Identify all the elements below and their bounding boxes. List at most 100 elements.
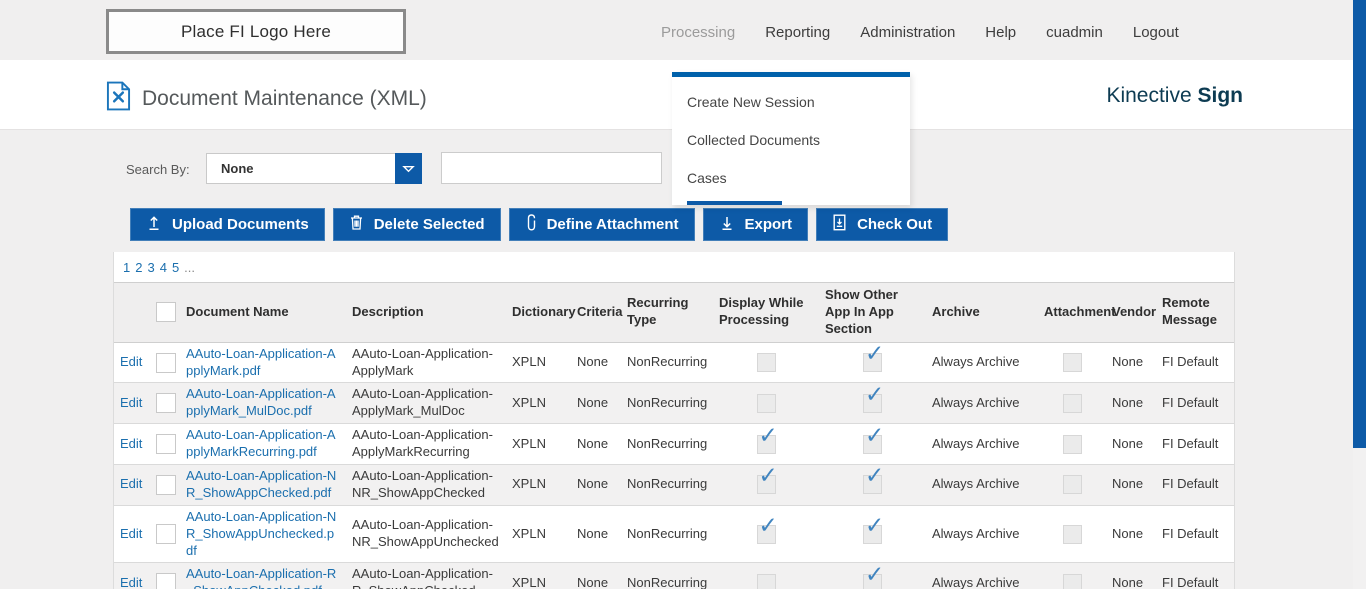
- dictionary-cell: XPLN: [512, 476, 546, 492]
- export-button[interactable]: Export: [702, 208, 809, 241]
- checkout-icon: [832, 214, 847, 235]
- display-while-processing-checkbox[interactable]: [756, 573, 776, 589]
- document-name-link[interactable]: AAuto-Loan-Application-NR_ShowAppUncheck…: [186, 508, 337, 558]
- fi-logo-placeholder: Place FI Logo Here: [106, 9, 406, 54]
- page-link-5[interactable]: 5: [171, 260, 180, 275]
- upload-documents-button[interactable]: Upload Documents: [130, 208, 325, 241]
- table-row: Edit AAuto-Loan-Application-R_ShowAppChec…: [114, 562, 1234, 589]
- column-header-criteria: Criteria: [571, 282, 623, 343]
- display-while-processing-checkbox[interactable]: [756, 353, 776, 373]
- show-other-app-checkbox-checked[interactable]: ✓: [863, 382, 884, 413]
- processing-dropdown-menu: Create New Session Collected Documents Cas…: [672, 72, 910, 205]
- show-other-app-checkbox-checked[interactable]: ✓: [863, 464, 884, 495]
- display-while-processing-checkbox-checked[interactable]: ✓: [756, 464, 778, 495]
- define-attachment-button[interactable]: Define Attachment: [508, 208, 695, 241]
- row-select-checkbox[interactable]: [156, 573, 176, 589]
- display-while-processing-checkbox[interactable]: [756, 393, 776, 413]
- menu-item-collected-documents[interactable]: Collected Documents: [687, 132, 821, 148]
- show-other-app-checkbox-checked[interactable]: ✓: [863, 342, 884, 373]
- row-select-checkbox[interactable]: [156, 352, 176, 373]
- button-label: Upload Documents: [172, 216, 309, 233]
- page-link-4[interactable]: 4: [159, 260, 167, 275]
- page-link-2[interactable]: 2: [135, 260, 143, 275]
- edit-link[interactable]: Edit: [120, 525, 143, 541]
- search-input[interactable]: [441, 152, 662, 184]
- document-name-link[interactable]: AAuto-Loan-Application-R_ShowAppChecked.…: [186, 566, 337, 589]
- edit-link[interactable]: Edit: [120, 354, 143, 370]
- menu-item-create-new-session[interactable]: Create New Session: [687, 94, 815, 110]
- show-other-app-cell: ✓: [819, 464, 926, 506]
- vendor-cell: None: [1112, 525, 1144, 541]
- attachment-checkbox[interactable]: [1062, 524, 1082, 544]
- row-select-checkbox[interactable]: [156, 474, 176, 495]
- attachment-checkbox[interactable]: [1062, 353, 1082, 373]
- description-cell: AAuto-Loan-Application-ApplyMark_MulDoc: [352, 386, 493, 419]
- show-other-app-checkbox-checked[interactable]: ✓: [863, 513, 884, 544]
- table-row: Edit AAuto-Loan-Application-NR_ShowAppChe…: [114, 464, 1234, 506]
- nav-item-help[interactable]: Help: [985, 24, 1017, 41]
- vendor-cell: None: [1112, 476, 1144, 492]
- edit-link[interactable]: Edit: [120, 394, 143, 410]
- display-while-processing-checkbox-checked[interactable]: ✓: [756, 513, 778, 544]
- document-name-link[interactable]: AAuto-Loan-Application-ApplyMark.pdf: [186, 345, 336, 378]
- documents-panel: 1 2 3 4 5... Document Name Description Diction…: [113, 252, 1235, 589]
- pagination: 1 2 3 4 5...: [114, 252, 1234, 282]
- select-all-checkbox[interactable]: [156, 302, 176, 323]
- toolbar: Upload Documents Delete Selected Define At…: [130, 208, 949, 241]
- edit-link[interactable]: Edit: [120, 435, 143, 451]
- chevron-down-icon[interactable]: [395, 153, 422, 184]
- column-header-description: Description: [346, 282, 506, 343]
- column-header-remote-message: Remote Message: [1156, 282, 1234, 343]
- vendor-cell: None: [1112, 435, 1144, 451]
- page-link-1[interactable]: 1: [123, 260, 131, 275]
- document-name-link[interactable]: AAuto-Loan-Application-ApplyMark_MulDoc.…: [186, 386, 336, 419]
- brand-product: Sign: [1197, 84, 1244, 107]
- remote-message-cell: FI Default: [1162, 574, 1219, 589]
- vertical-scrollbar[interactable]: [1353, 0, 1366, 589]
- fi-logo-text: Place FI Logo Here: [180, 21, 332, 41]
- show-other-app-checkbox-checked[interactable]: ✓: [863, 423, 884, 454]
- vendor-cell: None: [1112, 394, 1144, 410]
- check-icon: ✓: [865, 462, 885, 489]
- display-while-processing-cell: [713, 563, 819, 589]
- archive-cell: Always Archive: [932, 435, 1020, 451]
- row-select-checkbox[interactable]: [156, 434, 176, 455]
- nav-item-cuadmin[interactable]: cuadmin: [1046, 24, 1103, 41]
- delete-selected-button[interactable]: Delete Selected: [332, 208, 501, 241]
- remote-message-cell: FI Default: [1162, 394, 1219, 410]
- description-cell: AAuto-Loan-Application-R_ShowAppChecked: [352, 566, 493, 589]
- row-select-checkbox[interactable]: [156, 393, 176, 414]
- brand-name: Kinective: [1106, 84, 1192, 107]
- edit-link[interactable]: Edit: [120, 476, 143, 492]
- recurring-type-cell: NonRecurring: [627, 525, 708, 541]
- display-while-processing-checkbox-checked[interactable]: ✓: [756, 423, 778, 454]
- nav-item-logout[interactable]: Logout: [1132, 24, 1179, 41]
- edit-link[interactable]: Edit: [120, 574, 143, 589]
- document-name-link[interactable]: AAuto-Loan-Application-NR_ShowAppChecked…: [186, 468, 337, 500]
- show-other-app-checkbox-checked[interactable]: ✓: [863, 562, 884, 589]
- row-select-checkbox[interactable]: [156, 524, 176, 545]
- nav-item-processing[interactable]: Processing: [661, 24, 736, 41]
- scrollbar-thumb[interactable]: [1353, 0, 1366, 448]
- dictionary-cell: XPLN: [512, 354, 546, 370]
- attachment-checkbox[interactable]: [1062, 434, 1082, 454]
- show-other-app-cell: ✓: [819, 505, 926, 563]
- document-name-link[interactable]: AAuto-Loan-Application-ApplyMarkRecurrin…: [186, 427, 336, 460]
- pagination-ellipsis: ...: [184, 260, 196, 275]
- attachment-checkbox[interactable]: [1062, 475, 1082, 495]
- nav-item-reporting[interactable]: Reporting: [765, 24, 831, 41]
- attachment-checkbox[interactable]: [1062, 393, 1082, 413]
- page-link-3[interactable]: 3: [147, 260, 155, 275]
- nav-item-administration[interactable]: Administration: [860, 24, 956, 41]
- button-label: Delete Selected: [373, 216, 485, 233]
- attachment-checkbox[interactable]: [1062, 573, 1082, 589]
- check-icon: ✓: [758, 511, 778, 538]
- check-out-button[interactable]: Check Out: [816, 208, 949, 241]
- search-by-select[interactable]: None: [206, 153, 422, 184]
- top-bar: Place FI Logo Here Processing Reporting Ad…: [0, 0, 1353, 60]
- column-header-document-name: Document Name: [180, 282, 346, 343]
- menu-item-cases[interactable]: Cases: [672, 159, 910, 205]
- column-header-show-other-app-in-app-section: Show Other App In App Section: [819, 282, 926, 343]
- archive-cell: Always Archive: [932, 574, 1020, 589]
